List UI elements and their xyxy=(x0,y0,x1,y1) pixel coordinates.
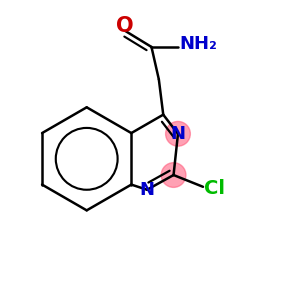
Text: NH₂: NH₂ xyxy=(179,35,217,53)
Text: N: N xyxy=(170,125,185,143)
Text: O: O xyxy=(116,16,134,36)
Text: Cl: Cl xyxy=(205,179,226,198)
Circle shape xyxy=(161,163,186,188)
Text: N: N xyxy=(140,181,154,199)
Circle shape xyxy=(166,122,190,146)
